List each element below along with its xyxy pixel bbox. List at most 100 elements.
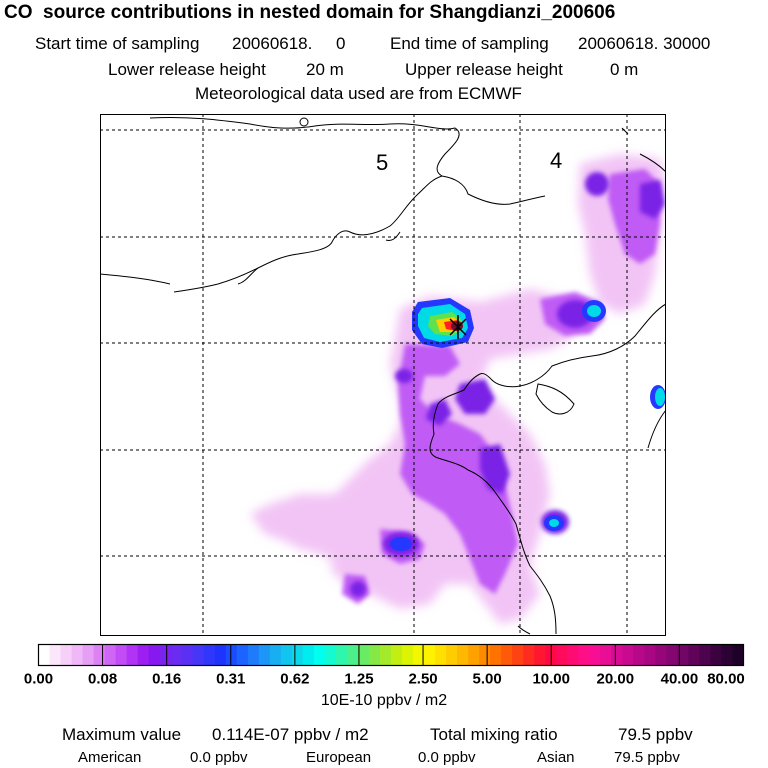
colorbar-cell: [181, 644, 194, 666]
colorbar-cell: [468, 644, 480, 666]
colorbar-cell: [357, 644, 370, 666]
colorbar-cell: [203, 644, 216, 666]
colorbar-cell: [732, 644, 744, 666]
colorbar-cell: [280, 644, 293, 666]
colorbar-cell: [446, 644, 458, 666]
chart-title: CO source contributions in nested domain…: [4, 2, 616, 23]
colorbar-cell: [578, 644, 590, 666]
plume-mid-patch-0: [398, 344, 518, 594]
colorbar-cell: [424, 644, 436, 666]
plume-light-layer: [250, 154, 666, 624]
region-label-4: 4: [550, 148, 562, 173]
end-time-label: End time of sampling: [390, 34, 549, 53]
colorbar-cell: [49, 644, 61, 666]
colorbar-cell: [38, 644, 50, 666]
plume-light-patch-2: [330, 544, 385, 589]
colorbar-tick-label: 2.50: [408, 671, 437, 688]
colorbar-cell: [93, 644, 105, 666]
upper-release-value: 0 m: [610, 60, 639, 79]
colorbar-cell: [115, 644, 128, 666]
plume-cyan-patch-2: [655, 388, 665, 406]
colorbar-tick-label: 40.00: [661, 671, 699, 688]
plume-deep-patch-5: [395, 369, 413, 383]
start-time-label: Start time of sampling: [35, 34, 200, 53]
concentration-field: [250, 154, 666, 624]
colorbar-cell: [457, 644, 469, 666]
colorbar-cell: [622, 644, 634, 666]
colorbar-tick-label: 5.00: [473, 671, 502, 688]
colorbar-tick-label: 0.00: [24, 671, 53, 688]
colorbar-cell: [435, 644, 447, 666]
colorbar-cell: [346, 644, 359, 666]
colorbar-cell: [368, 644, 381, 666]
plume-deep-patch-6: [585, 172, 609, 196]
total-mixing-value: 79.5 ppbv: [618, 725, 693, 744]
colorbar-cell: [556, 644, 568, 666]
plume-blue-layer: [390, 300, 666, 551]
colorbar-cell: [247, 644, 260, 666]
colorbar-cell: [60, 644, 72, 666]
colorbar-cell: [688, 644, 700, 666]
american-label: American: [78, 749, 142, 766]
map-plot: 5 4: [100, 114, 666, 636]
lower-release-label: Lower release height: [108, 60, 266, 79]
colorbar-cell: [71, 644, 83, 666]
colorbar-tick-labels: 0.00 0.08 0.16 0.31 0.62 1.25 2.50 5.00 10.00 20.…: [24, 644, 745, 688]
colorbar-cell: [413, 644, 425, 666]
colorbar-cell: [721, 644, 733, 666]
colorbar-cell: [192, 644, 205, 666]
plume-deep-patch-9: [350, 581, 366, 597]
lower-release-value: 20 m: [306, 60, 344, 79]
colorbar-cell: [567, 644, 579, 666]
colorbar-cell: [148, 644, 161, 666]
colorbar-cell: [170, 644, 183, 666]
colorbar-cell: [391, 644, 403, 666]
american-value: 0.0 ppbv: [190, 749, 248, 766]
total-mixing-label: Total mixing ratio: [430, 725, 558, 744]
colorbar-cell: [677, 644, 689, 666]
met-data-note: Meteorological data used are from ECMWF: [195, 84, 522, 103]
colorbar-cell: [258, 644, 271, 666]
colorbar-cell: [479, 644, 491, 666]
lat-lon-grid: [100, 114, 666, 636]
colorbar-cell: [490, 644, 502, 666]
colorbar: 0.00 0.08 0.16 0.31 0.62 1.25 2.50 5.00 10.00 20.…: [24, 643, 745, 688]
colorbar-tick-label: 20.00: [597, 671, 635, 688]
plume-deep-patch-3: [640, 180, 665, 219]
plume-cyan-patch-1: [549, 519, 559, 527]
colorbar-cell: [302, 644, 315, 666]
colorbar-unit: 10E-10 ppbv / m2: [320, 692, 448, 709]
colorbar-tick-label: 10.00: [532, 671, 570, 688]
plume-deep-patch-1: [426, 399, 452, 426]
asian-label: Asian: [537, 749, 575, 766]
colorbar-cell: [655, 644, 667, 666]
colorbar-cell: [225, 644, 238, 666]
map-frame: [100, 114, 666, 636]
colorbar-tick-label: 80.00: [707, 671, 745, 688]
european-value: 0.0 ppbv: [418, 749, 476, 766]
max-value: 0.114E-07 ppbv / m2: [212, 725, 369, 744]
colorbar-tick-label: 0.62: [280, 671, 309, 688]
end-time-value: 20060618. 30000: [578, 34, 711, 53]
colorbar-cell: [666, 644, 678, 666]
colorbar-cell: [82, 644, 94, 666]
max-value-label: Maximum value: [62, 725, 182, 744]
start-time-value: 20060618. 0: [232, 34, 346, 53]
region-label-5: 5: [376, 150, 388, 175]
colorbar-tick-label: 0.31: [216, 671, 245, 688]
plume-cyan-patch-0: [587, 305, 601, 317]
plume-blue-patch-0: [390, 537, 412, 551]
colorbar-cell: [104, 644, 117, 666]
colorbar-cell: [126, 644, 139, 666]
colorbar-cell: [324, 644, 337, 666]
colorbar-cell: [644, 644, 656, 666]
receptor-marker: [449, 315, 467, 339]
colorbar-tick-label: 1.25: [344, 671, 373, 688]
colorbar-cell: [534, 644, 546, 666]
colorbar-cell: [600, 644, 612, 666]
colorbar-cell: [335, 644, 348, 666]
colorbar-cell: [611, 644, 623, 666]
plume-deep-layer: [350, 172, 665, 597]
plume-cyan-layer: [549, 305, 665, 527]
upper-release-label: Upper release height: [405, 60, 563, 79]
